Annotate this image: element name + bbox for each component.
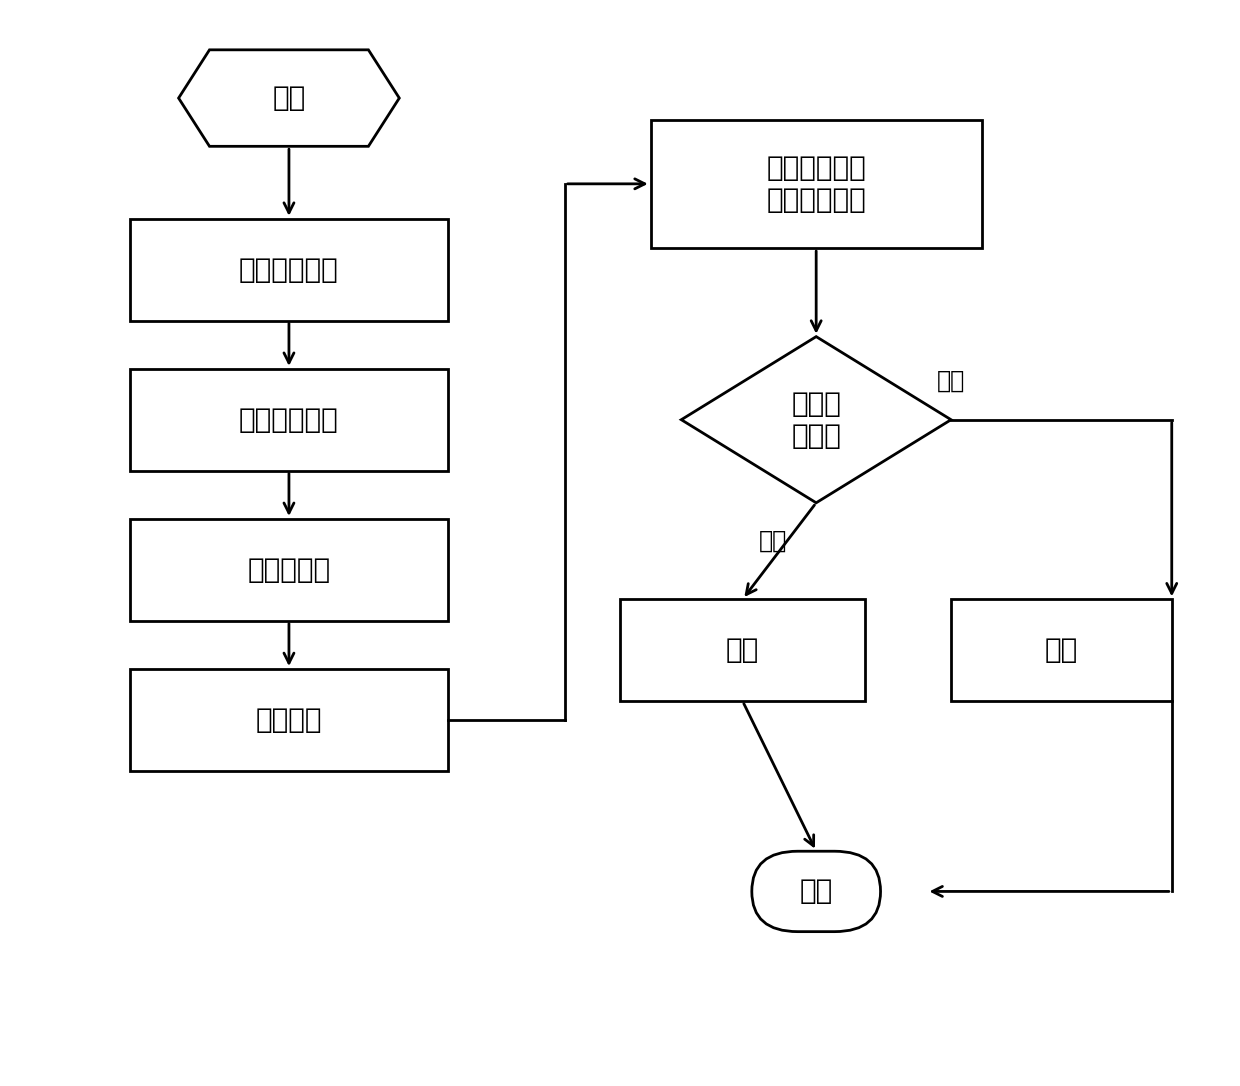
Text: 量化处理: 量化处理: [255, 706, 322, 734]
Text: 结束: 结束: [800, 877, 833, 906]
Text: 循环平稳变换: 循环平稳变换: [239, 406, 339, 433]
Text: 取特征直线的
点，并求方差: 取特征直线的 点，并求方差: [766, 153, 866, 214]
Text: 开始: 开始: [273, 84, 305, 112]
Text: 大于: 大于: [759, 528, 787, 553]
Text: 小于: 小于: [937, 369, 965, 393]
Text: 信号: 信号: [725, 636, 759, 665]
Text: 归一化处理: 归一化处理: [248, 556, 331, 584]
Text: 接收待测信号: 接收待测信号: [239, 255, 339, 283]
Text: 是否大
于阈值: 是否大 于阈值: [791, 390, 841, 450]
Text: 噪声: 噪声: [1045, 636, 1078, 665]
